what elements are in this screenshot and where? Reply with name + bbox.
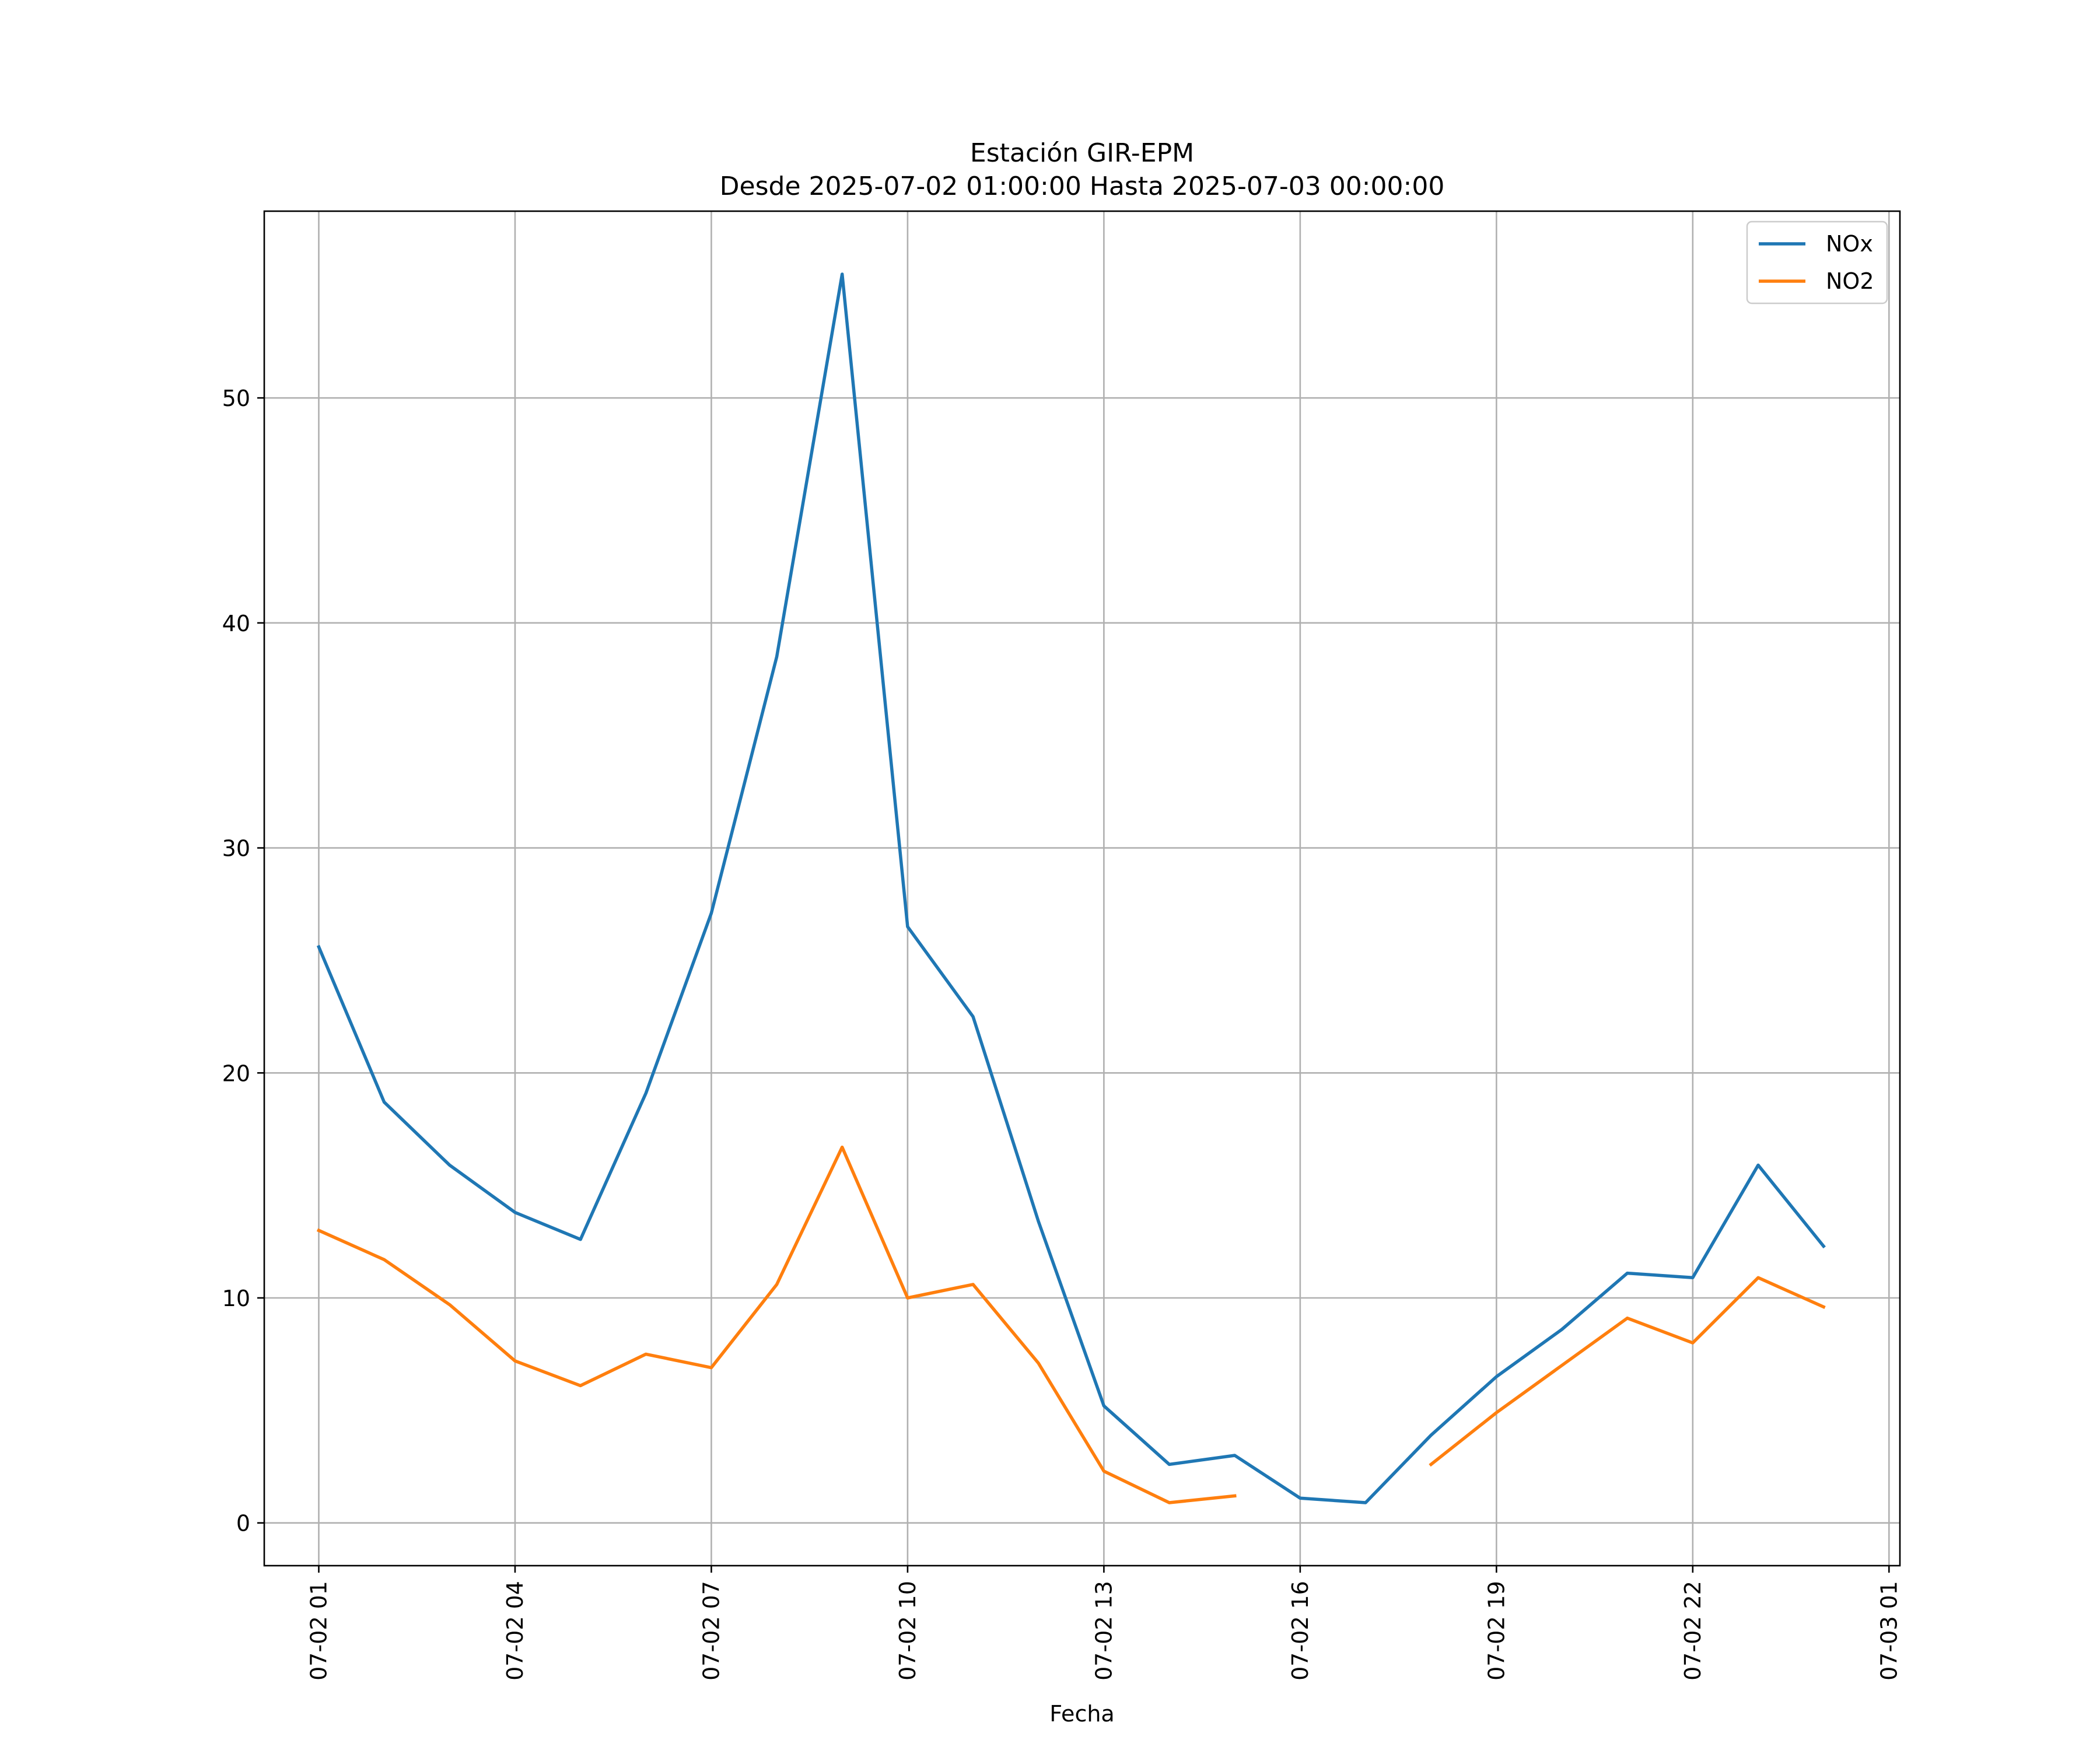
x-tick-label: 07-02 10: [895, 1581, 921, 1681]
y-tick-label: 20: [222, 1060, 250, 1086]
grid: [264, 211, 1900, 1566]
x-tick-label: 07-02 01: [306, 1581, 331, 1681]
y-tick-label: 40: [222, 611, 250, 636]
x-tick-label: 07-03 01: [1876, 1581, 1902, 1681]
x-tick-label: 07-02 07: [698, 1581, 724, 1681]
x-tick-label: 07-02 13: [1091, 1581, 1116, 1681]
series-lines: [316, 272, 1826, 1504]
x-axis: 07-02 01 07-02 04 07-02 07 07-02 10 07-02 13…: [306, 1566, 1902, 1681]
chart-title: Estación GIR-EPM: [970, 138, 1194, 168]
x-tick-label: 07-02 22: [1680, 1581, 1706, 1681]
legend-label-nox: NOx: [1826, 231, 1873, 257]
legend-label-no2: NO2: [1826, 268, 1874, 294]
plot-frame: [263, 210, 1901, 1567]
legend: NOx NO2: [1746, 220, 1888, 304]
series-line-nox: [316, 272, 1826, 1504]
y-axis: 0 10 20 30 40 50: [222, 386, 264, 1536]
x-tick-label: 07-02 16: [1287, 1581, 1313, 1681]
x-tick-label: 07-02 04: [502, 1581, 528, 1681]
y-tick-label: 10: [222, 1286, 250, 1311]
y-tick-label: 50: [222, 386, 250, 411]
chart-subtitle: Desde 2025-07-02 01:00:00 Hasta 2025-07-…: [720, 172, 1445, 201]
legend-box: [1746, 220, 1888, 304]
x-axis-label: Fecha: [1049, 1701, 1114, 1727]
y-tick-label: 0: [236, 1511, 250, 1536]
x-tick-label: 07-02 19: [1483, 1581, 1509, 1681]
series-line-no2: [316, 1145, 1826, 1504]
y-tick-label: 30: [222, 836, 250, 862]
